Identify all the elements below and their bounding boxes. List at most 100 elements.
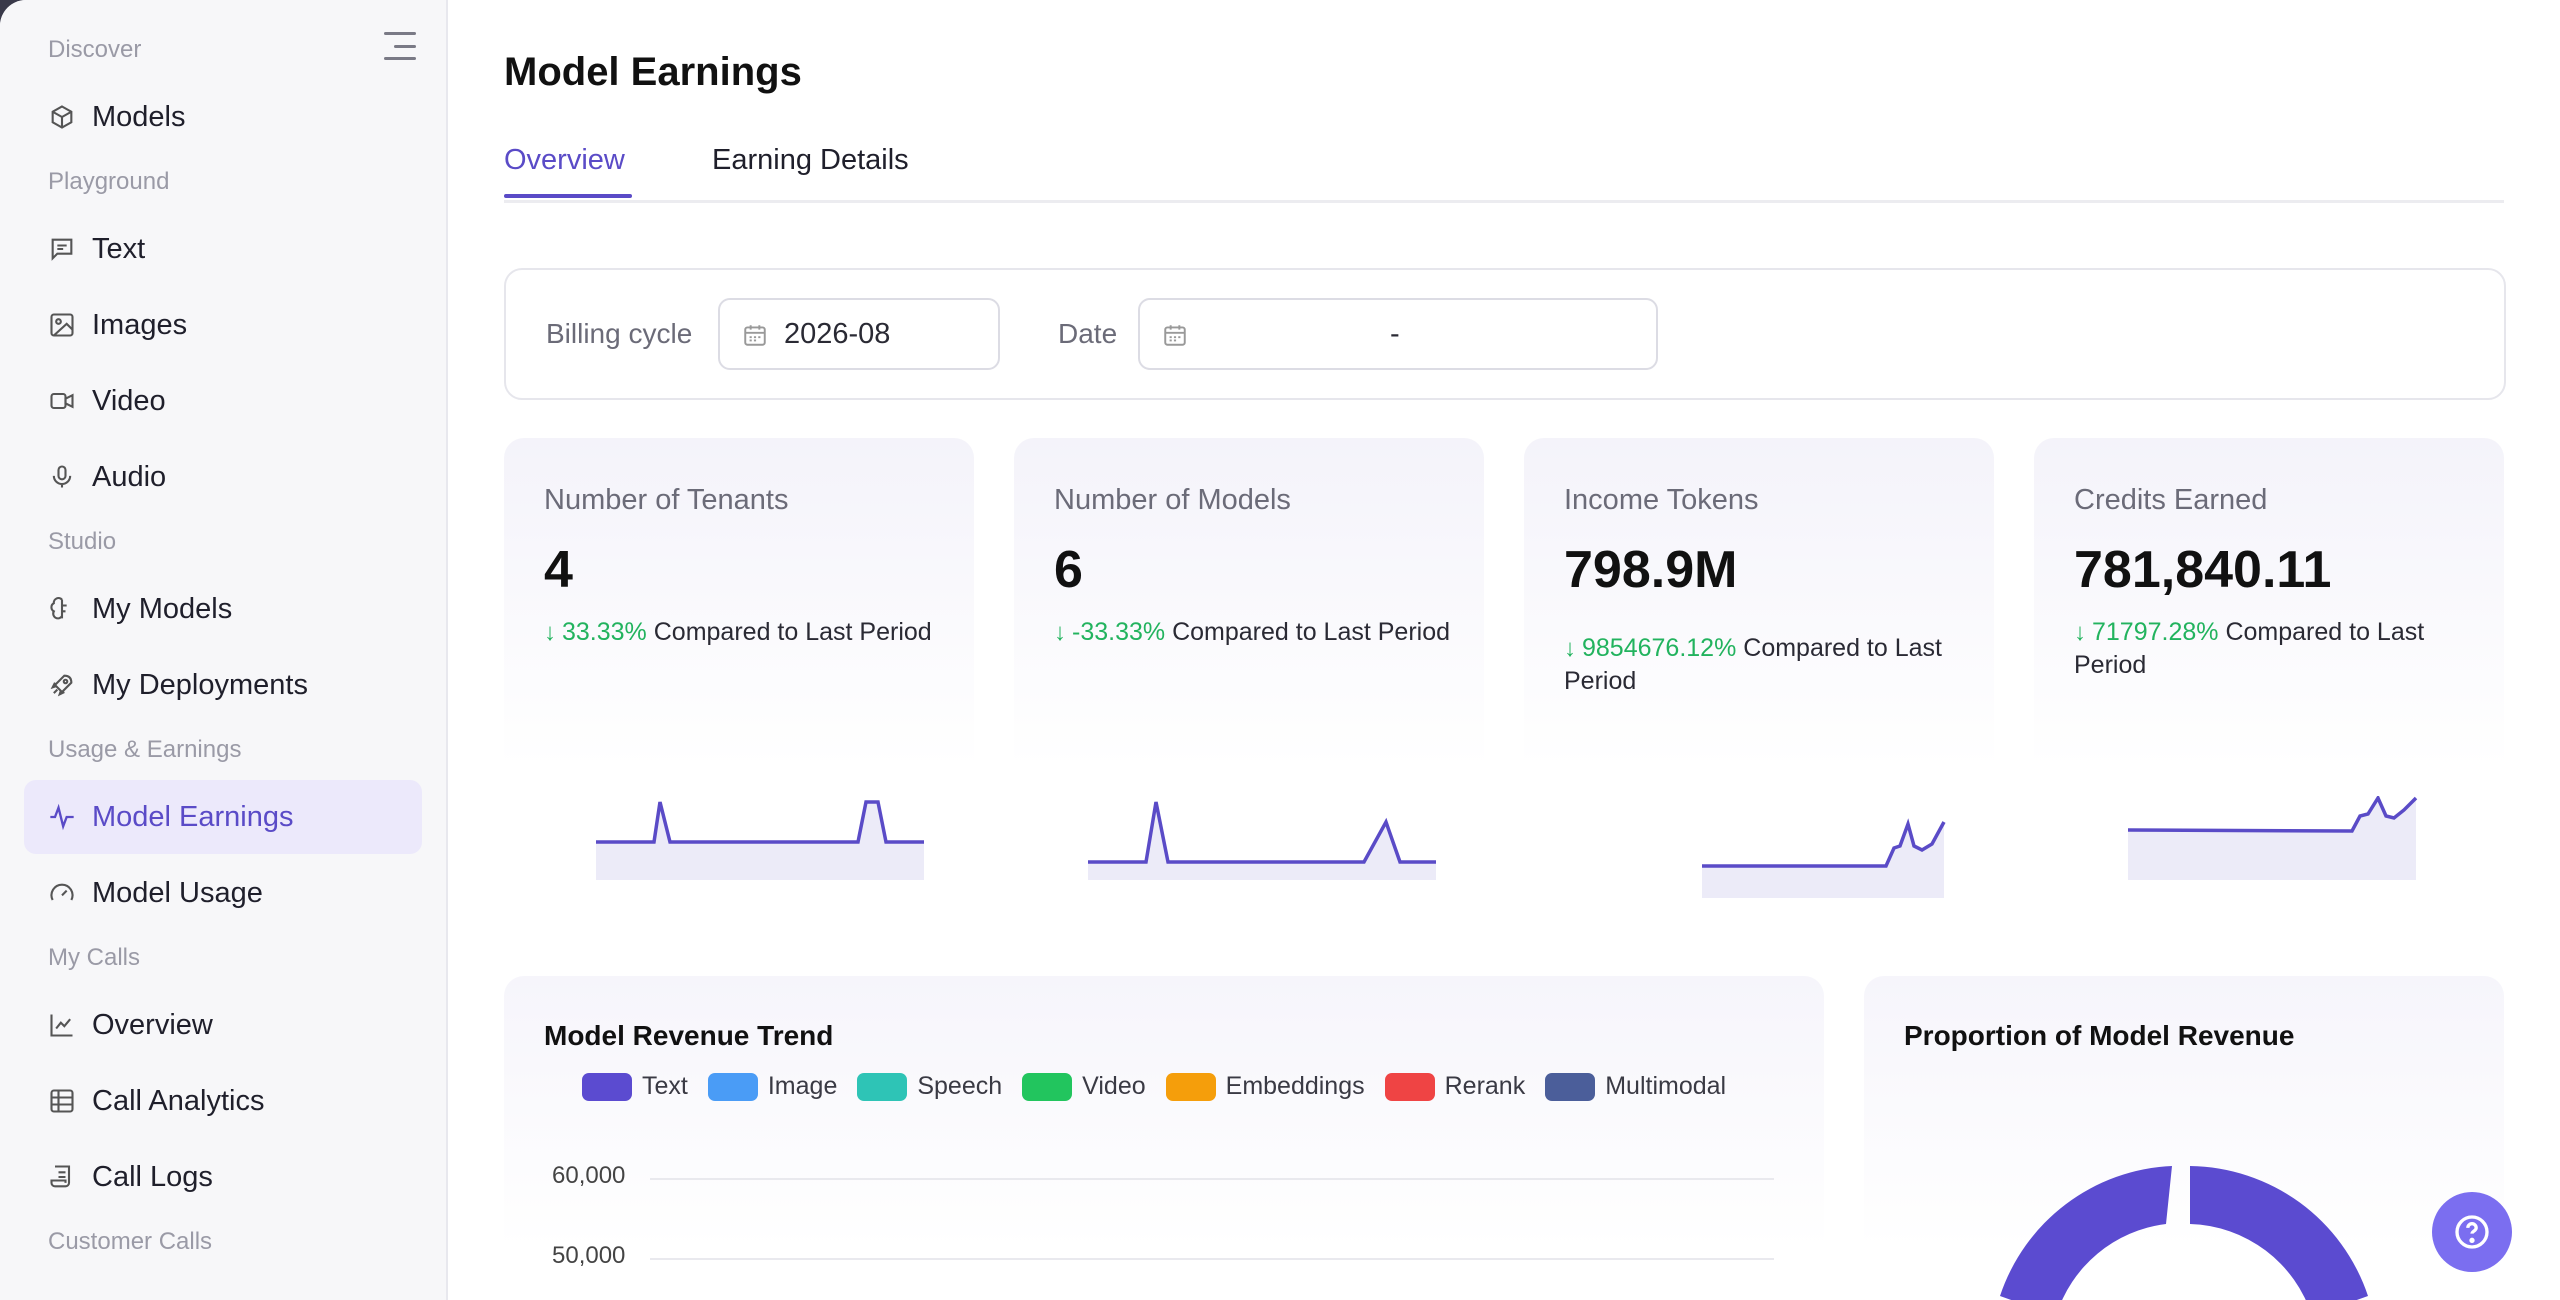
sidebar-item-label: Overview — [92, 1008, 213, 1041]
legend-label: Multimodal — [1605, 1072, 1727, 1100]
microphone-icon — [48, 463, 76, 491]
legend-swatch — [707, 1072, 758, 1101]
legend-swatch — [1545, 1072, 1596, 1101]
stat-change-label: Compared to Last Period — [653, 618, 932, 646]
stat-change-percent: 9854676.12% — [1582, 634, 1737, 662]
legend-swatch — [857, 1072, 908, 1101]
line-chart-icon — [48, 1011, 76, 1039]
stat-value: 798.9M — [1564, 541, 1738, 599]
sidebar-item-overview[interactable]: Overview — [24, 988, 422, 1062]
tab-bar: Overview Earning Details — [504, 138, 2504, 203]
active-tab-indicator — [504, 194, 632, 198]
proportion-panel: Proportion of Model Revenue — [1864, 976, 2504, 1300]
section-label-studio: Studio — [48, 528, 117, 555]
stat-card-credits-earned: Credits Earned 781,840.11 ↓ 71797.28% Com… — [2034, 438, 2504, 908]
legend-label: Embeddings — [1225, 1072, 1365, 1100]
legend-item-image[interactable]: Image — [707, 1072, 838, 1101]
stat-value: 4 — [544, 541, 573, 599]
sidebar-item-audio[interactable]: Audio — [24, 440, 422, 514]
sidebar-item-call-logs[interactable]: Call Logs — [24, 1140, 422, 1214]
stat-change: ↓ 9854676.12% Compared to Last Period — [1564, 632, 1964, 697]
stat-card-income-tokens: Income Tokens 798.9M ↓ 9854676.12% Compar… — [1524, 438, 1994, 908]
legend-label: Rerank — [1444, 1072, 1526, 1100]
sidebar-item-model-earnings[interactable]: Model Earnings — [24, 780, 422, 854]
gauge-icon — [48, 879, 76, 907]
stat-change-label: Compared to Last Period — [1172, 618, 1451, 646]
sparkline-credits-earned — [2128, 796, 2418, 880]
stat-card-tenants: Number of Tenants 4 ↓ 33.33% Compared to … — [504, 438, 974, 908]
stat-change-label: Compared to Last Period — [1564, 634, 1942, 695]
tab-overview[interactable]: Overview — [504, 144, 625, 176]
menu-collapse-icon[interactable] — [384, 32, 416, 60]
sidebar-item-label: Model Usage — [92, 876, 263, 909]
sidebar-item-text[interactable]: Text — [24, 212, 422, 286]
section-label-usage-earnings: Usage & Earnings — [48, 736, 242, 763]
calendar-icon — [1162, 322, 1188, 348]
tab-earning-details[interactable]: Earning Details — [712, 144, 909, 176]
legend-label: Video — [1082, 1072, 1146, 1100]
billing-cycle-label: Billing cycle — [546, 318, 693, 349]
date-range-separator: - — [1390, 318, 1400, 350]
sidebar-item-video[interactable]: Video — [24, 364, 422, 438]
stat-title: Credits Earned — [2074, 484, 2268, 516]
legend-item-rerank[interactable]: Rerank — [1384, 1072, 1526, 1101]
legend-item-text[interactable]: Text — [582, 1072, 688, 1101]
billing-cycle-picker[interactable]: 2026-08 — [718, 298, 1000, 370]
section-label-customer-calls: Customer Calls — [48, 1228, 213, 1255]
scroll-icon — [48, 1163, 76, 1191]
stat-value: 781,840.11 — [2074, 541, 2332, 599]
stat-change-label: Compared to Last Period — [2074, 618, 2425, 679]
sidebar-item-call-analytics[interactable]: Call Analytics — [24, 1064, 422, 1138]
revenue-trend-panel: Model Revenue Trend Text Image Speech Vi… — [504, 976, 1824, 1300]
billing-cycle-value: 2026-08 — [784, 318, 891, 350]
table-icon — [48, 1087, 76, 1115]
gridline — [650, 1178, 1774, 1180]
stat-card-models: Number of Models 6 ↓ -33.33% Compared to … — [1014, 438, 1484, 908]
legend-swatch — [1165, 1072, 1216, 1101]
section-label-discover: Discover — [48, 36, 142, 63]
sidebar-item-label: My Models — [92, 592, 233, 625]
stat-change-percent: -33.33% — [1072, 618, 1166, 646]
sidebar-item-my-models[interactable]: My Models — [24, 572, 422, 646]
sidebar-item-label: Models — [92, 100, 186, 133]
legend-swatch — [1384, 1072, 1435, 1101]
sparkline-models — [1088, 801, 1436, 880]
date-range-picker[interactable]: - — [1138, 298, 1658, 370]
rocket-icon — [48, 671, 76, 699]
gridline — [650, 1258, 1774, 1260]
legend-swatch — [1022, 1072, 1073, 1101]
page-title: Model Earnings — [504, 50, 802, 94]
donut-chart — [2000, 1166, 2368, 1300]
sparkline-tenants — [596, 800, 924, 880]
sidebar-item-model-usage[interactable]: Model Usage — [24, 856, 422, 930]
image-icon — [48, 311, 76, 339]
panel-title: Proportion of Model Revenue — [1904, 1020, 2295, 1051]
sidebar-item-label: Text — [92, 232, 146, 265]
legend-item-speech[interactable]: Speech — [857, 1072, 1002, 1101]
filter-bar: Billing cycle 2026-08 Date - — [504, 268, 2506, 400]
help-button[interactable] — [2432, 1192, 2512, 1272]
sidebar-item-label: My Deployments — [92, 668, 308, 701]
panel-title: Model Revenue Trend — [544, 1020, 834, 1051]
sidebar-item-models[interactable]: Models — [24, 80, 422, 154]
legend-label: Image — [767, 1072, 838, 1100]
sidebar-item-images[interactable]: Images — [24, 288, 422, 362]
legend-item-embeddings[interactable]: Embeddings — [1165, 1072, 1365, 1101]
sidebar-item-label: Call Logs — [92, 1160, 213, 1193]
legend-item-multimodal[interactable]: Multimodal — [1545, 1072, 1726, 1101]
stat-value: 6 — [1054, 541, 1083, 599]
stat-change: ↓ -33.33% Compared to Last Period — [1054, 616, 1454, 649]
stat-title: Income Tokens — [1564, 484, 1759, 516]
stat-title: Number of Models — [1054, 484, 1291, 516]
donut-segment — [2000, 1166, 2172, 1300]
cube-icon — [48, 103, 76, 131]
message-icon — [48, 235, 76, 263]
sidebar: Discover Models Playground Text Images V… — [0, 0, 448, 1300]
legend-swatch — [582, 1072, 632, 1101]
section-label-my-calls: My Calls — [48, 944, 141, 971]
legend-item-video[interactable]: Video — [1022, 1072, 1146, 1101]
legend-label: Speech — [917, 1072, 1003, 1100]
sidebar-item-my-deployments[interactable]: My Deployments — [24, 648, 422, 722]
calendar-icon — [742, 322, 768, 348]
